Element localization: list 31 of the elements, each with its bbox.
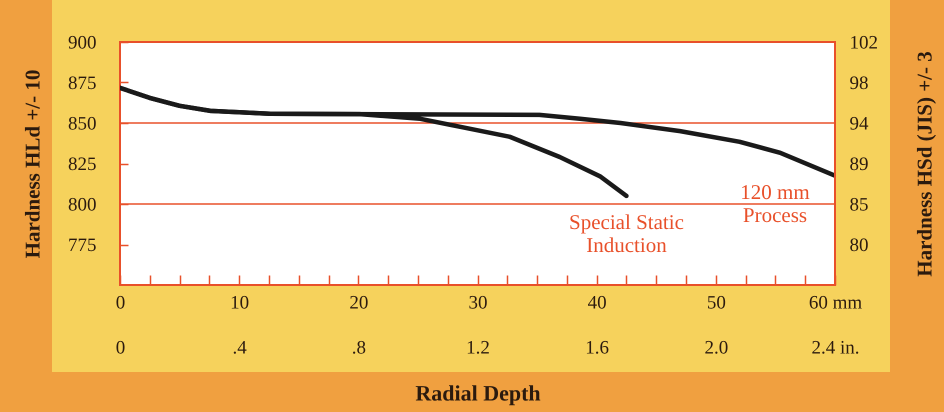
y2-tick-label: 94 xyxy=(850,114,869,134)
x2-tick-label: .4 xyxy=(232,338,248,358)
y2-tick-label: 80 xyxy=(850,235,868,256)
x-tick-label: 30 xyxy=(468,292,488,314)
x2-tick-label: .8 xyxy=(352,338,366,358)
y-tick-label: 875 xyxy=(68,73,96,94)
y-tick-label: 775 xyxy=(68,235,96,256)
y2-tick-label: 102 xyxy=(850,32,878,54)
y-tick-label: 900 xyxy=(68,32,96,54)
y-tick-label: 800 xyxy=(68,194,96,216)
x2-tick-label: 2.4 in. xyxy=(811,338,860,358)
y2-tick-label: 85 xyxy=(850,194,868,216)
x-tick-label: 40 xyxy=(588,292,607,314)
y-tick-label: 850 xyxy=(68,114,96,134)
x-tick-label: 0 xyxy=(116,292,126,314)
y2-tick-label: 98 xyxy=(850,73,868,94)
x2-tick-label: 0 xyxy=(116,338,126,358)
y-axis-title: Hardness HLd +/- 10 xyxy=(20,70,44,258)
x2-tick-label: 1.2 xyxy=(466,338,490,358)
series-label: 120 mm Process xyxy=(740,180,810,227)
x2-tick-label: 1.6 xyxy=(585,338,610,358)
y2-axis-title: Hardness HSd (JIS) +/- 3 xyxy=(912,51,936,277)
x-axis-title: Radial Depth xyxy=(415,380,541,406)
x-tick-label: 60 mm xyxy=(808,292,862,314)
series-label: Special Static Induction xyxy=(569,210,684,257)
y-tick-label: 825 xyxy=(68,154,96,175)
x-tick-label: 20 xyxy=(349,292,368,314)
x-tick-label: 10 xyxy=(230,292,250,314)
x-tick-label: 50 xyxy=(706,292,726,314)
y2-tick-label: 89 xyxy=(850,154,868,175)
x2-tick-label: 2.0 xyxy=(704,338,728,358)
